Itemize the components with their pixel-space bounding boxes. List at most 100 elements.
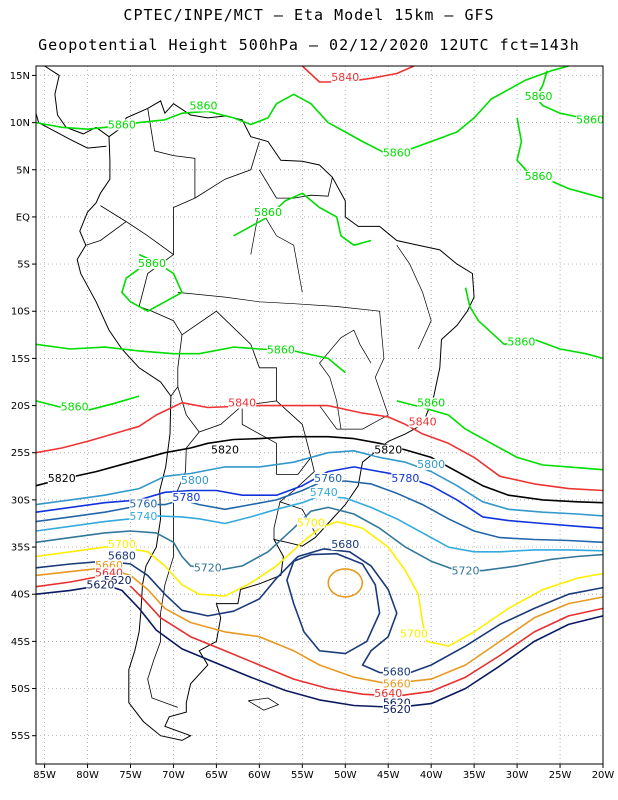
- state-border: [396, 245, 432, 350]
- contour-label: 5620: [86, 579, 114, 592]
- contour-5860: [35, 343, 346, 374]
- country-border: [85, 221, 127, 246]
- contour-label-bg: [95, 559, 124, 571]
- contour-label: 5860: [576, 114, 604, 127]
- falkland-islands: [247, 697, 280, 711]
- height-contours: [35, 65, 604, 709]
- contour-label: 5740: [310, 486, 338, 499]
- country-border: [259, 169, 333, 199]
- contour-label-bg: [180, 474, 209, 486]
- contour-label-bg: [193, 562, 222, 574]
- contour-label-bg: [507, 336, 536, 348]
- lat-tick-label: 5N: [16, 165, 30, 176]
- map-frame: [35, 65, 604, 765]
- contour-5860: [396, 400, 604, 471]
- lon-tick-label: 50W: [334, 770, 357, 781]
- contour-5680: [35, 548, 604, 676]
- contour-5680-low-ring: [286, 552, 381, 655]
- contour-label: 5860: [108, 118, 136, 131]
- contour-label: 5820: [211, 444, 239, 457]
- contour-label-bg: [47, 473, 76, 485]
- contour-label: 5780: [172, 491, 200, 504]
- contour-label: 5760: [129, 497, 157, 510]
- contour-label: 5840: [409, 415, 437, 428]
- contour-label-bg: [451, 565, 480, 577]
- contour-label-bg: [391, 473, 420, 485]
- coastline-borders: [35, 65, 475, 741]
- lon-tick-label: 25W: [549, 770, 572, 781]
- contour-label-bg: [576, 114, 605, 126]
- state-border: [177, 292, 389, 430]
- lon-tick-label: 75W: [119, 770, 142, 781]
- contour-label: 5800: [181, 474, 209, 487]
- contour-label: 5740: [129, 510, 157, 523]
- contour-label-bg: [172, 491, 201, 503]
- contour-label-bg: [382, 147, 411, 159]
- contour-label-bg: [211, 444, 239, 456]
- country-border: [100, 108, 196, 256]
- contour-label: 5820: [48, 472, 76, 485]
- lon-tick-label: 55W: [291, 770, 314, 781]
- lon-tick-label: 60W: [248, 770, 271, 781]
- contour-5860: [233, 192, 372, 246]
- contour-label-bg: [314, 473, 343, 485]
- lon-tick-label: 30W: [506, 770, 529, 781]
- contour-label: 5860: [267, 344, 295, 357]
- lon-tick-label: 40W: [420, 770, 443, 781]
- contour-label: 5860: [507, 335, 535, 348]
- contour-label: 5700: [297, 516, 325, 529]
- south-america-coastline: [76, 100, 475, 741]
- contour-label-bg: [253, 207, 282, 219]
- lat-tick-label: 55S: [11, 731, 30, 742]
- country-border: [138, 254, 183, 397]
- contour-label: 5860: [61, 400, 89, 413]
- lon-tick-label: 65W: [205, 770, 228, 781]
- lon-tick-label: 70W: [162, 770, 185, 781]
- contour-label-bg: [417, 458, 446, 470]
- lat-tick-label: 45S: [11, 637, 30, 648]
- contour-label: 5840: [331, 71, 359, 84]
- contour-labels: 5840 5860 5860 5860 5860 5860 5860 5860 5860 5860…: [47, 71, 605, 716]
- title-line-1: CPTEC/INPE/MCT – Eta Model 15km – GFS: [123, 6, 495, 24]
- contour-label: 5860: [417, 397, 445, 410]
- contour-label: 5860: [138, 257, 166, 270]
- contour-label-bg: [107, 550, 136, 562]
- contour-label: 5860: [525, 170, 553, 183]
- country-border: [273, 501, 281, 540]
- contour-label-bg: [228, 397, 257, 409]
- lat-tick-label: 35S: [11, 543, 30, 554]
- contour-label: 5700: [400, 628, 428, 641]
- contour-label-bg: [60, 401, 89, 413]
- lat-tick-label: 15S: [11, 354, 30, 365]
- state-border: [250, 206, 303, 293]
- contour-5800: [35, 450, 604, 517]
- contour-label-bg: [417, 397, 446, 409]
- lat-tick-label: 10S: [11, 307, 30, 318]
- contour-label: 5680: [331, 538, 359, 551]
- contour-5620: [35, 584, 604, 709]
- contour-label: 5780: [391, 472, 419, 485]
- lat-tick-label: 40S: [11, 590, 30, 601]
- contour-label: 5620: [383, 703, 411, 716]
- contour-label: 5640: [374, 687, 402, 700]
- contour-label-bg: [374, 444, 403, 456]
- contour-label: 5860: [190, 99, 218, 112]
- contour-label-bg: [86, 579, 115, 591]
- contour-label: 5860: [525, 90, 553, 103]
- lon-tick-label: 20W: [592, 770, 615, 781]
- contour-5780: [35, 466, 604, 529]
- contour-label-bg: [331, 72, 360, 84]
- contour-5860: [35, 65, 569, 156]
- contour-label-bg: [524, 91, 553, 103]
- contour-label-bg: [266, 344, 295, 356]
- lon-tick-label: 45W: [377, 770, 400, 781]
- contour-label-bg: [382, 666, 411, 678]
- country-border: [147, 431, 200, 708]
- contour-label-bg: [103, 574, 132, 586]
- lat-tick-label: 20S: [11, 401, 30, 412]
- contour-5660-low-center: [327, 568, 364, 598]
- country-border: [194, 141, 260, 199]
- lon-tick-label: 85W: [33, 770, 56, 781]
- lat-tick-label: 25S: [11, 448, 30, 459]
